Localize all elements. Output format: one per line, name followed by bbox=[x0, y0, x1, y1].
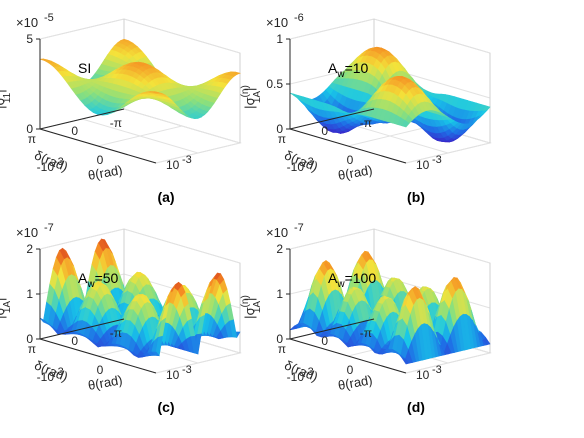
y-tick-label: -π bbox=[360, 326, 372, 340]
x-tick-exponent: -3 bbox=[304, 156, 314, 168]
x-tick-label: 10 bbox=[416, 158, 430, 172]
z-multiplier-exponent: -7 bbox=[44, 222, 54, 234]
x-tick-label: -10 bbox=[287, 160, 305, 174]
panel-label: (b) bbox=[407, 189, 425, 205]
x-axis bbox=[289, 128, 407, 164]
z-tick-label: 0 bbox=[276, 332, 283, 346]
floor-grid bbox=[405, 352, 491, 374]
x-axis-label: θ(rad) bbox=[337, 162, 374, 183]
z-tick-label: 1 bbox=[276, 32, 283, 46]
surface bbox=[289, 250, 491, 365]
z-axis-label: |σ(n)1A| bbox=[240, 295, 263, 319]
surface-patch bbox=[289, 92, 298, 99]
wall-grid bbox=[289, 18, 491, 54]
x-tick-label: 10 bbox=[166, 158, 180, 172]
x-tick-exponent: -3 bbox=[432, 364, 442, 376]
panel-c: 012×10-7|σ(n)1A|π0-πδ(rad)-10-3010-3θ(ra… bbox=[0, 222, 242, 415]
x-tick-label: 0 bbox=[347, 153, 354, 167]
x-tick-exponent: -3 bbox=[432, 154, 442, 166]
floor-grid bbox=[155, 352, 241, 374]
wall-grid bbox=[289, 228, 491, 264]
panel-label: (d) bbox=[407, 399, 425, 415]
x-tick-label: -10 bbox=[37, 160, 55, 174]
x-axis bbox=[39, 338, 157, 374]
panel-b: 00.51×10 -6|σ(n)1A|π0-πδ(rad)-10 -3 0 10 -3θ(… bbox=[240, 12, 492, 205]
panel-a: 05×10-5|σ(n)11|π0-πδ(rad)-10-3010-3θ(rad… bbox=[0, 12, 242, 205]
y-tick-label: π bbox=[28, 342, 36, 356]
x-tick-exponent: -3 bbox=[304, 366, 314, 378]
wall-grid bbox=[39, 228, 241, 264]
floor-grid bbox=[155, 142, 241, 164]
y-axis bbox=[39, 318, 125, 340]
z-tick-label: 0.5 bbox=[266, 77, 283, 91]
z-tick-label: 1 bbox=[26, 287, 33, 301]
annotation: Aw=10 bbox=[328, 60, 369, 80]
z-multiplier: ×10 bbox=[266, 15, 288, 30]
y-tick-label: -π bbox=[110, 326, 122, 340]
z-tick-label: 2 bbox=[276, 242, 283, 256]
z-multiplier: ×10 bbox=[16, 15, 38, 30]
x-tick-label: 0 bbox=[97, 153, 104, 167]
y-tick-label: 0 bbox=[321, 124, 328, 138]
x-tick-label: 10 bbox=[416, 368, 430, 382]
surface-patch bbox=[39, 317, 48, 325]
x-tick-label: 0 bbox=[347, 363, 354, 377]
z-axis-label: |σ(n)1A| bbox=[240, 85, 263, 109]
y-tick-label: -π bbox=[110, 116, 122, 130]
y-axis bbox=[289, 108, 375, 130]
panel-label: (c) bbox=[157, 399, 174, 415]
x-axis bbox=[39, 128, 157, 164]
x-axis-label: θ(rad) bbox=[337, 372, 374, 393]
surface bbox=[39, 38, 241, 120]
z-tick-label: 0 bbox=[276, 122, 283, 136]
z-axis-label: |σ(n)11| bbox=[0, 85, 13, 109]
annotation: Aw=50 bbox=[78, 270, 119, 290]
y-tick-label: 0 bbox=[71, 124, 78, 138]
panel-label: (a) bbox=[157, 189, 174, 205]
wall-grid bbox=[39, 18, 241, 54]
y-tick-label: -π bbox=[360, 116, 372, 130]
x-tick-label: -10 bbox=[37, 370, 55, 384]
x-tick-exponent: -3 bbox=[182, 154, 192, 166]
z-multiplier: ×10 bbox=[266, 225, 288, 240]
y-tick-label: 0 bbox=[71, 334, 78, 348]
z-tick-label: 0 bbox=[26, 122, 33, 136]
z-multiplier: ×10 bbox=[16, 225, 38, 240]
y-tick-label: π bbox=[278, 342, 286, 356]
z-tick-label: 5 bbox=[26, 32, 33, 46]
floor-grid bbox=[405, 142, 491, 164]
annotation: Aw=100 bbox=[328, 270, 376, 290]
z-multiplier-exponent: -5 bbox=[44, 12, 54, 24]
x-tick-label: 10 bbox=[166, 368, 180, 382]
x-tick-exponent: -3 bbox=[182, 364, 192, 376]
z-tick-label: 1 bbox=[276, 287, 283, 301]
z-multiplier-exponent: -6 bbox=[294, 12, 304, 24]
panel-d: 012×10 -7|σ(n)1A|π0-πδ(rad)-10 -3 0 10 -3θ(ra… bbox=[240, 222, 492, 415]
x-tick-exponent: -3 bbox=[54, 366, 64, 378]
y-axis bbox=[39, 108, 125, 130]
z-tick-label: 0 bbox=[26, 332, 33, 346]
x-axis bbox=[289, 338, 407, 374]
surface bbox=[289, 46, 491, 143]
x-tick-label: 0 bbox=[97, 363, 104, 377]
y-tick-label: π bbox=[278, 132, 286, 146]
z-tick-label: 2 bbox=[26, 242, 33, 256]
surface-patch bbox=[289, 325, 299, 331]
annotation: SI bbox=[78, 60, 91, 76]
surface-patch bbox=[39, 58, 48, 61]
floor-grid bbox=[81, 118, 199, 154]
y-tick-label: π bbox=[28, 132, 36, 146]
x-tick-label: -10 bbox=[287, 370, 305, 384]
y-axis bbox=[289, 318, 375, 340]
z-multiplier-exponent: -7 bbox=[294, 222, 304, 234]
z-axis-label: |σ(n)1A| bbox=[0, 295, 13, 319]
surface bbox=[39, 238, 241, 358]
x-axis-label: θ(rad) bbox=[87, 162, 124, 183]
y-tick-label: 0 bbox=[321, 334, 328, 348]
x-tick-exponent: -3 bbox=[54, 156, 64, 168]
x-axis-label: θ(rad) bbox=[87, 372, 124, 393]
